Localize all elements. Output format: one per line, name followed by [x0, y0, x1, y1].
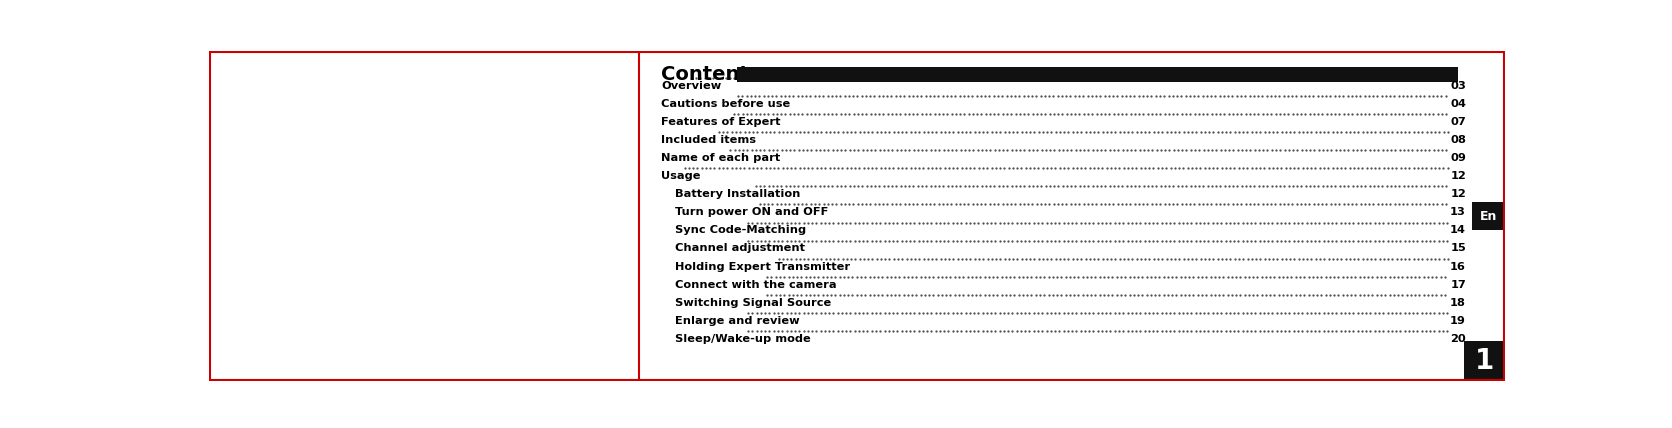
Text: 03: 03: [1450, 80, 1466, 91]
Text: 04: 04: [1450, 99, 1466, 109]
Text: Contents: Contents: [660, 65, 761, 84]
Text: Sync Code-Matching: Sync Code-Matching: [675, 226, 806, 235]
Text: 13: 13: [1450, 207, 1466, 217]
Text: 19: 19: [1450, 316, 1466, 326]
Text: Cautions before use: Cautions before use: [660, 99, 791, 109]
Text: En: En: [1480, 210, 1496, 223]
Text: Usage: Usage: [660, 171, 701, 181]
Text: 07: 07: [1450, 117, 1466, 127]
Bar: [737, 67, 1458, 82]
Text: 14: 14: [1450, 226, 1466, 235]
Text: Features of Expert: Features of Expert: [660, 117, 781, 127]
Bar: [1473, 202, 1505, 230]
Text: 15: 15: [1450, 244, 1466, 253]
Text: Enlarge and review: Enlarge and review: [675, 316, 799, 326]
Text: 18: 18: [1450, 298, 1466, 308]
Text: Turn power ON and OFF: Turn power ON and OFF: [675, 207, 828, 217]
Text: 12: 12: [1450, 189, 1466, 199]
Text: Name of each part: Name of each part: [660, 153, 781, 163]
Text: 17: 17: [1450, 279, 1466, 290]
Text: Connect with the camera: Connect with the camera: [675, 279, 836, 290]
Text: 16: 16: [1450, 262, 1466, 272]
Text: Overview: Overview: [660, 80, 721, 91]
Text: Included items: Included items: [660, 135, 756, 145]
Text: 20: 20: [1450, 334, 1466, 344]
Text: 09: 09: [1450, 153, 1466, 163]
Text: 1: 1: [1475, 347, 1495, 375]
Text: 08: 08: [1450, 135, 1466, 145]
Bar: [1465, 341, 1505, 381]
Text: Battery Installation: Battery Installation: [675, 189, 801, 199]
Text: Sleep/Wake-up mode: Sleep/Wake-up mode: [675, 334, 811, 344]
Text: Channel adjustment: Channel adjustment: [675, 244, 804, 253]
Text: Switching Signal Source: Switching Signal Source: [675, 298, 831, 308]
Text: Holding Expert Transmitter: Holding Expert Transmitter: [675, 262, 849, 272]
Text: 12: 12: [1450, 171, 1466, 181]
